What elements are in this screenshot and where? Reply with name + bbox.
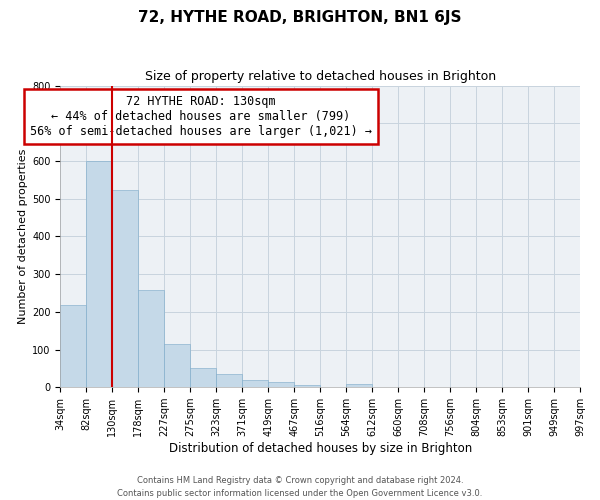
Text: Contains HM Land Registry data © Crown copyright and database right 2024.
Contai: Contains HM Land Registry data © Crown c…: [118, 476, 482, 498]
X-axis label: Distribution of detached houses by size in Brighton: Distribution of detached houses by size …: [169, 442, 472, 455]
Bar: [112, 190, 139, 387]
Title: Size of property relative to detached houses in Brighton: Size of property relative to detached ho…: [145, 70, 496, 83]
Y-axis label: Number of detached properties: Number of detached properties: [18, 148, 28, 324]
Bar: [164, 344, 190, 387]
Bar: [242, 380, 268, 387]
Bar: [268, 382, 294, 387]
Bar: [294, 386, 320, 387]
Bar: [190, 368, 217, 387]
Bar: [139, 290, 164, 387]
Bar: [217, 374, 242, 387]
Bar: [61, 305, 86, 387]
Bar: [86, 161, 112, 387]
Text: 72, HYTHE ROAD, BRIGHTON, BN1 6JS: 72, HYTHE ROAD, BRIGHTON, BN1 6JS: [138, 10, 462, 25]
Text: 72 HYTHE ROAD: 130sqm
← 44% of detached houses are smaller (799)
56% of semi-det: 72 HYTHE ROAD: 130sqm ← 44% of detached …: [30, 94, 372, 138]
Bar: [346, 384, 372, 387]
